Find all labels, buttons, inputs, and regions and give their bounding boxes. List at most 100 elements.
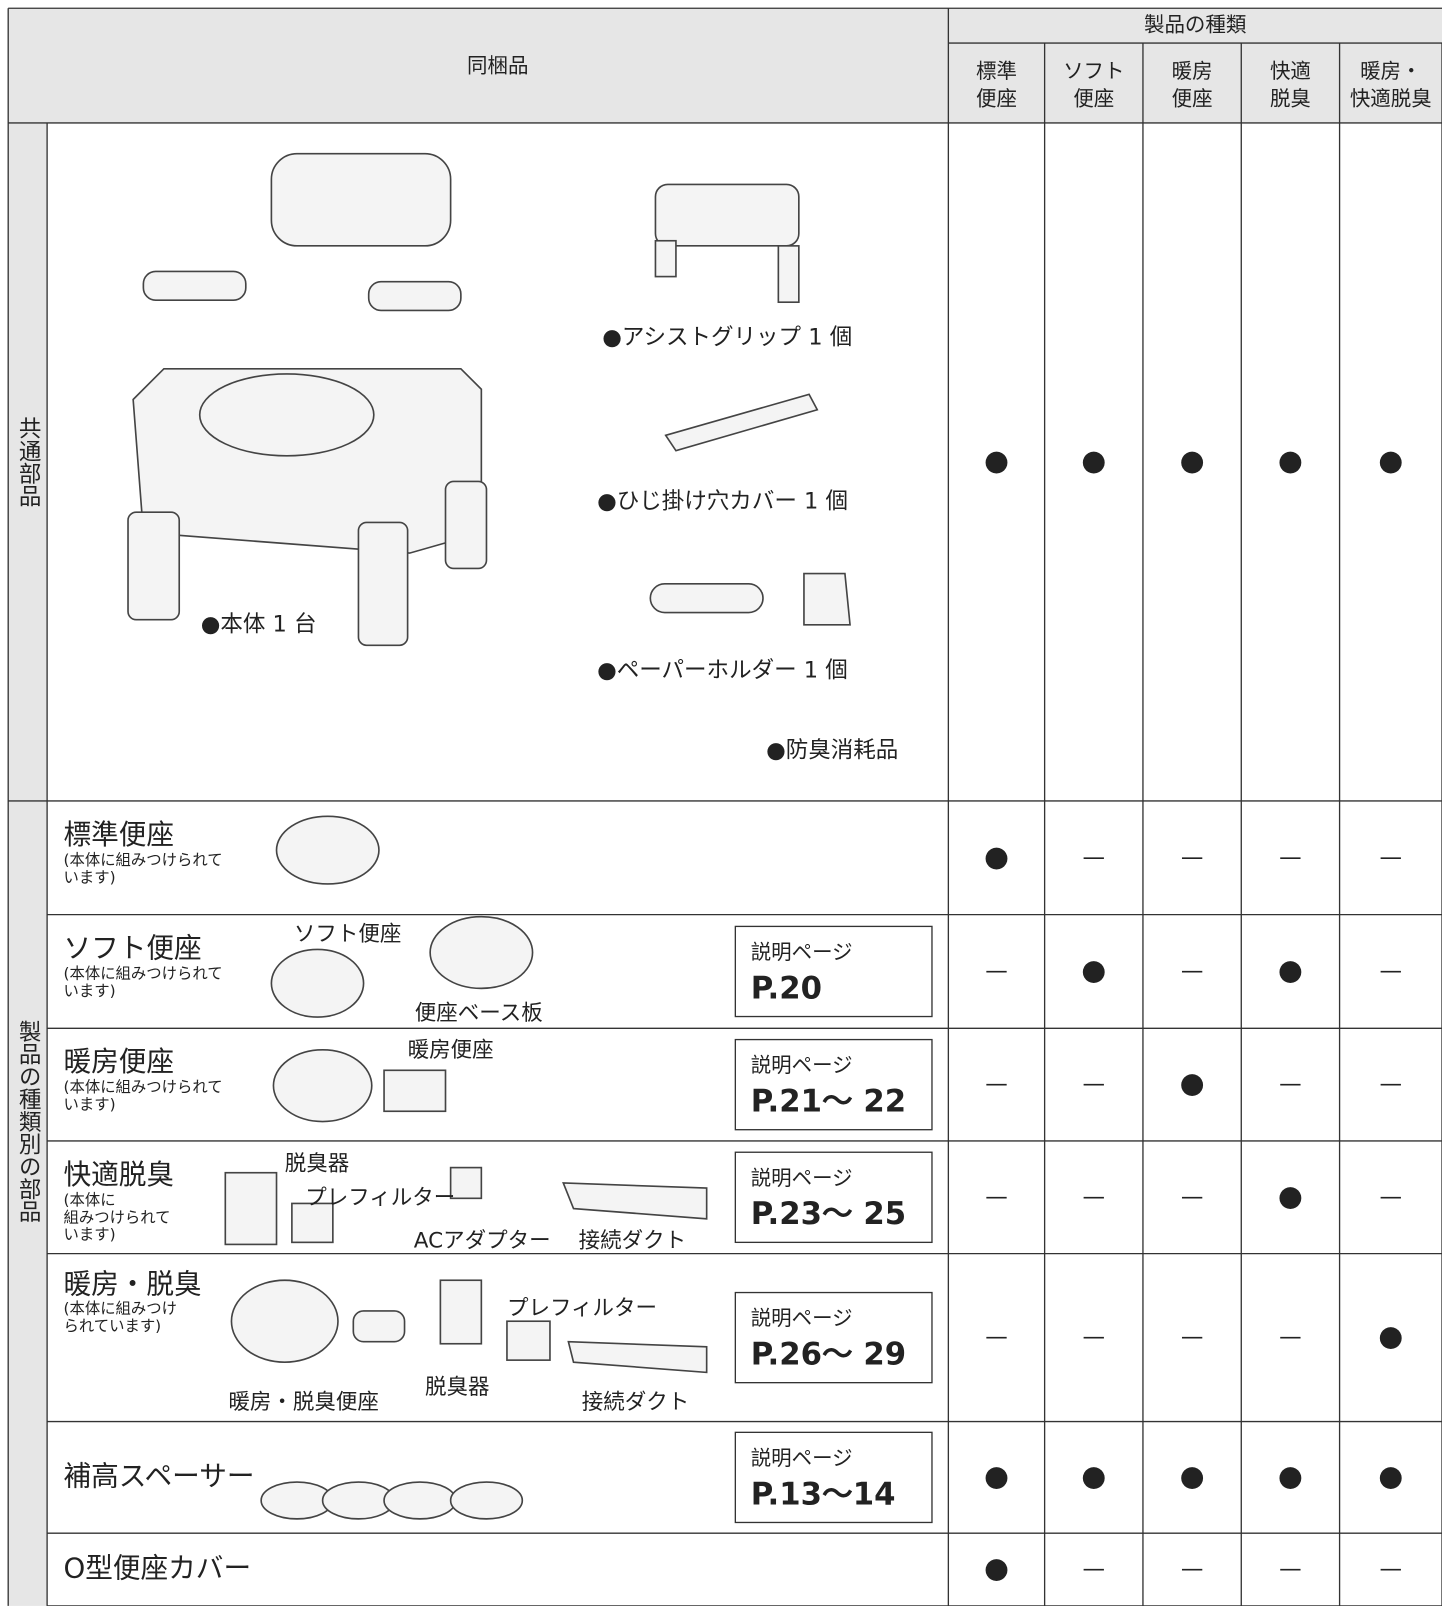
text: ● (984, 1458, 1009, 1492)
text: — (1380, 844, 1403, 870)
text: ● (1180, 1066, 1205, 1100)
text: ● (1278, 952, 1303, 986)
text: 製品の種類別の部品 (15, 1020, 41, 1223)
text: 快適脱臭 (1350, 86, 1432, 110)
illustrations (127, 152, 851, 1520)
text: — (1380, 1556, 1403, 1582)
text: られています) (63, 1317, 161, 1335)
text: — (1083, 1556, 1106, 1582)
text: ● (1378, 1458, 1403, 1492)
text: — (1279, 1556, 1302, 1582)
text: — (1279, 844, 1302, 870)
text: います) (63, 982, 115, 1000)
text: 説明ページ (751, 1446, 853, 1470)
text: 脱臭器 (425, 1375, 490, 1400)
text: 暖房・脱臭便座 (228, 1390, 379, 1415)
text: — (1181, 844, 1204, 870)
text: (本体に組みつけられて (63, 965, 222, 983)
text: P.20 (751, 970, 822, 1006)
text: ● (1278, 1178, 1303, 1212)
text: (本体に組みつけられて (63, 1078, 222, 1096)
text: 説明ページ (751, 940, 853, 964)
text: 便座 (1073, 86, 1114, 110)
text: — (985, 1071, 1008, 1097)
text: — (1380, 958, 1403, 984)
page-box (734, 1151, 933, 1244)
text: 暖房便座 (63, 1045, 174, 1078)
text: — (985, 1324, 1008, 1350)
text: 便座ベース板 (415, 1001, 543, 1026)
text: 補高スペーサー (63, 1459, 254, 1492)
text: ● (1278, 443, 1303, 477)
text: ● (1081, 1458, 1106, 1492)
text: います) (63, 1226, 115, 1244)
text: ●本体 1 台 (201, 611, 317, 637)
text: 便座 (976, 86, 1017, 110)
text: ● (984, 839, 1009, 873)
text: — (1181, 1556, 1204, 1582)
text: 製品の種類 (1144, 13, 1247, 37)
text: (本体に (63, 1191, 115, 1209)
text: 標準便座 (63, 818, 174, 851)
page-box (734, 1038, 933, 1131)
text: P.26～ 29 (751, 1337, 906, 1373)
text: 標準 (976, 59, 1017, 83)
text: ● (1081, 952, 1106, 986)
text: O型便座カバー (63, 1552, 251, 1585)
text: プレフィルター (305, 1185, 455, 1210)
text: ソフト便座 (294, 922, 402, 947)
text: — (1181, 1324, 1204, 1350)
text: ● (984, 443, 1009, 477)
text: 暖房便座 (408, 1038, 494, 1063)
text: 組みつけられて (63, 1208, 170, 1226)
text: 共通部品 (15, 417, 41, 508)
text: います) (63, 868, 115, 886)
text: 接続ダクト (579, 1228, 687, 1253)
text: — (1279, 1324, 1302, 1350)
text: — (1380, 1184, 1403, 1210)
text: ソフト (1063, 59, 1124, 83)
text: ● (1180, 443, 1205, 477)
text: — (1181, 958, 1204, 984)
text: P.13～14 (751, 1476, 896, 1512)
text: (本体に組みつけられて (63, 851, 222, 869)
text: 便座 (1172, 86, 1213, 110)
text: — (1279, 1071, 1302, 1097)
page-box (734, 925, 933, 1018)
text: ACアダプター (414, 1228, 551, 1253)
text: ●アシストグリップ 1 個 (602, 325, 852, 351)
side-bg (8, 122, 48, 1606)
text: ソフト便座 (63, 931, 201, 964)
page-box (734, 1291, 933, 1384)
page-box (734, 1431, 933, 1524)
text: プレフィルター (507, 1296, 657, 1321)
text: ●ひじ掛け穴カバー 1 個 (597, 488, 848, 514)
text: 説明ページ (751, 1053, 853, 1077)
text: — (1181, 1184, 1204, 1210)
text: 快適 (1270, 59, 1311, 83)
text: ●防臭消耗品 (766, 737, 898, 763)
text: P.23～ 25 (751, 1196, 906, 1232)
text: P.21～ 22 (751, 1084, 906, 1120)
text: — (1083, 1184, 1106, 1210)
text: — (1380, 1071, 1403, 1097)
text: 脱臭器 (285, 1152, 350, 1177)
text: 説明ページ (751, 1166, 853, 1190)
text: 説明ページ (751, 1306, 853, 1330)
text: — (985, 1184, 1008, 1210)
text: — (985, 958, 1008, 984)
text: 暖房・ (1360, 59, 1421, 83)
text: 接続ダクト (582, 1390, 690, 1415)
text: ● (1378, 1319, 1403, 1353)
text: 同梱品 (467, 54, 528, 78)
text: (本体に組みつけ (63, 1299, 177, 1317)
text: 暖房 (1172, 59, 1213, 83)
text: ● (1378, 443, 1403, 477)
header-bg (8, 8, 1442, 123)
text: — (1083, 1071, 1106, 1097)
text: ● (1180, 1458, 1205, 1492)
text: ● (1278, 1458, 1303, 1492)
text: — (1083, 1324, 1106, 1350)
